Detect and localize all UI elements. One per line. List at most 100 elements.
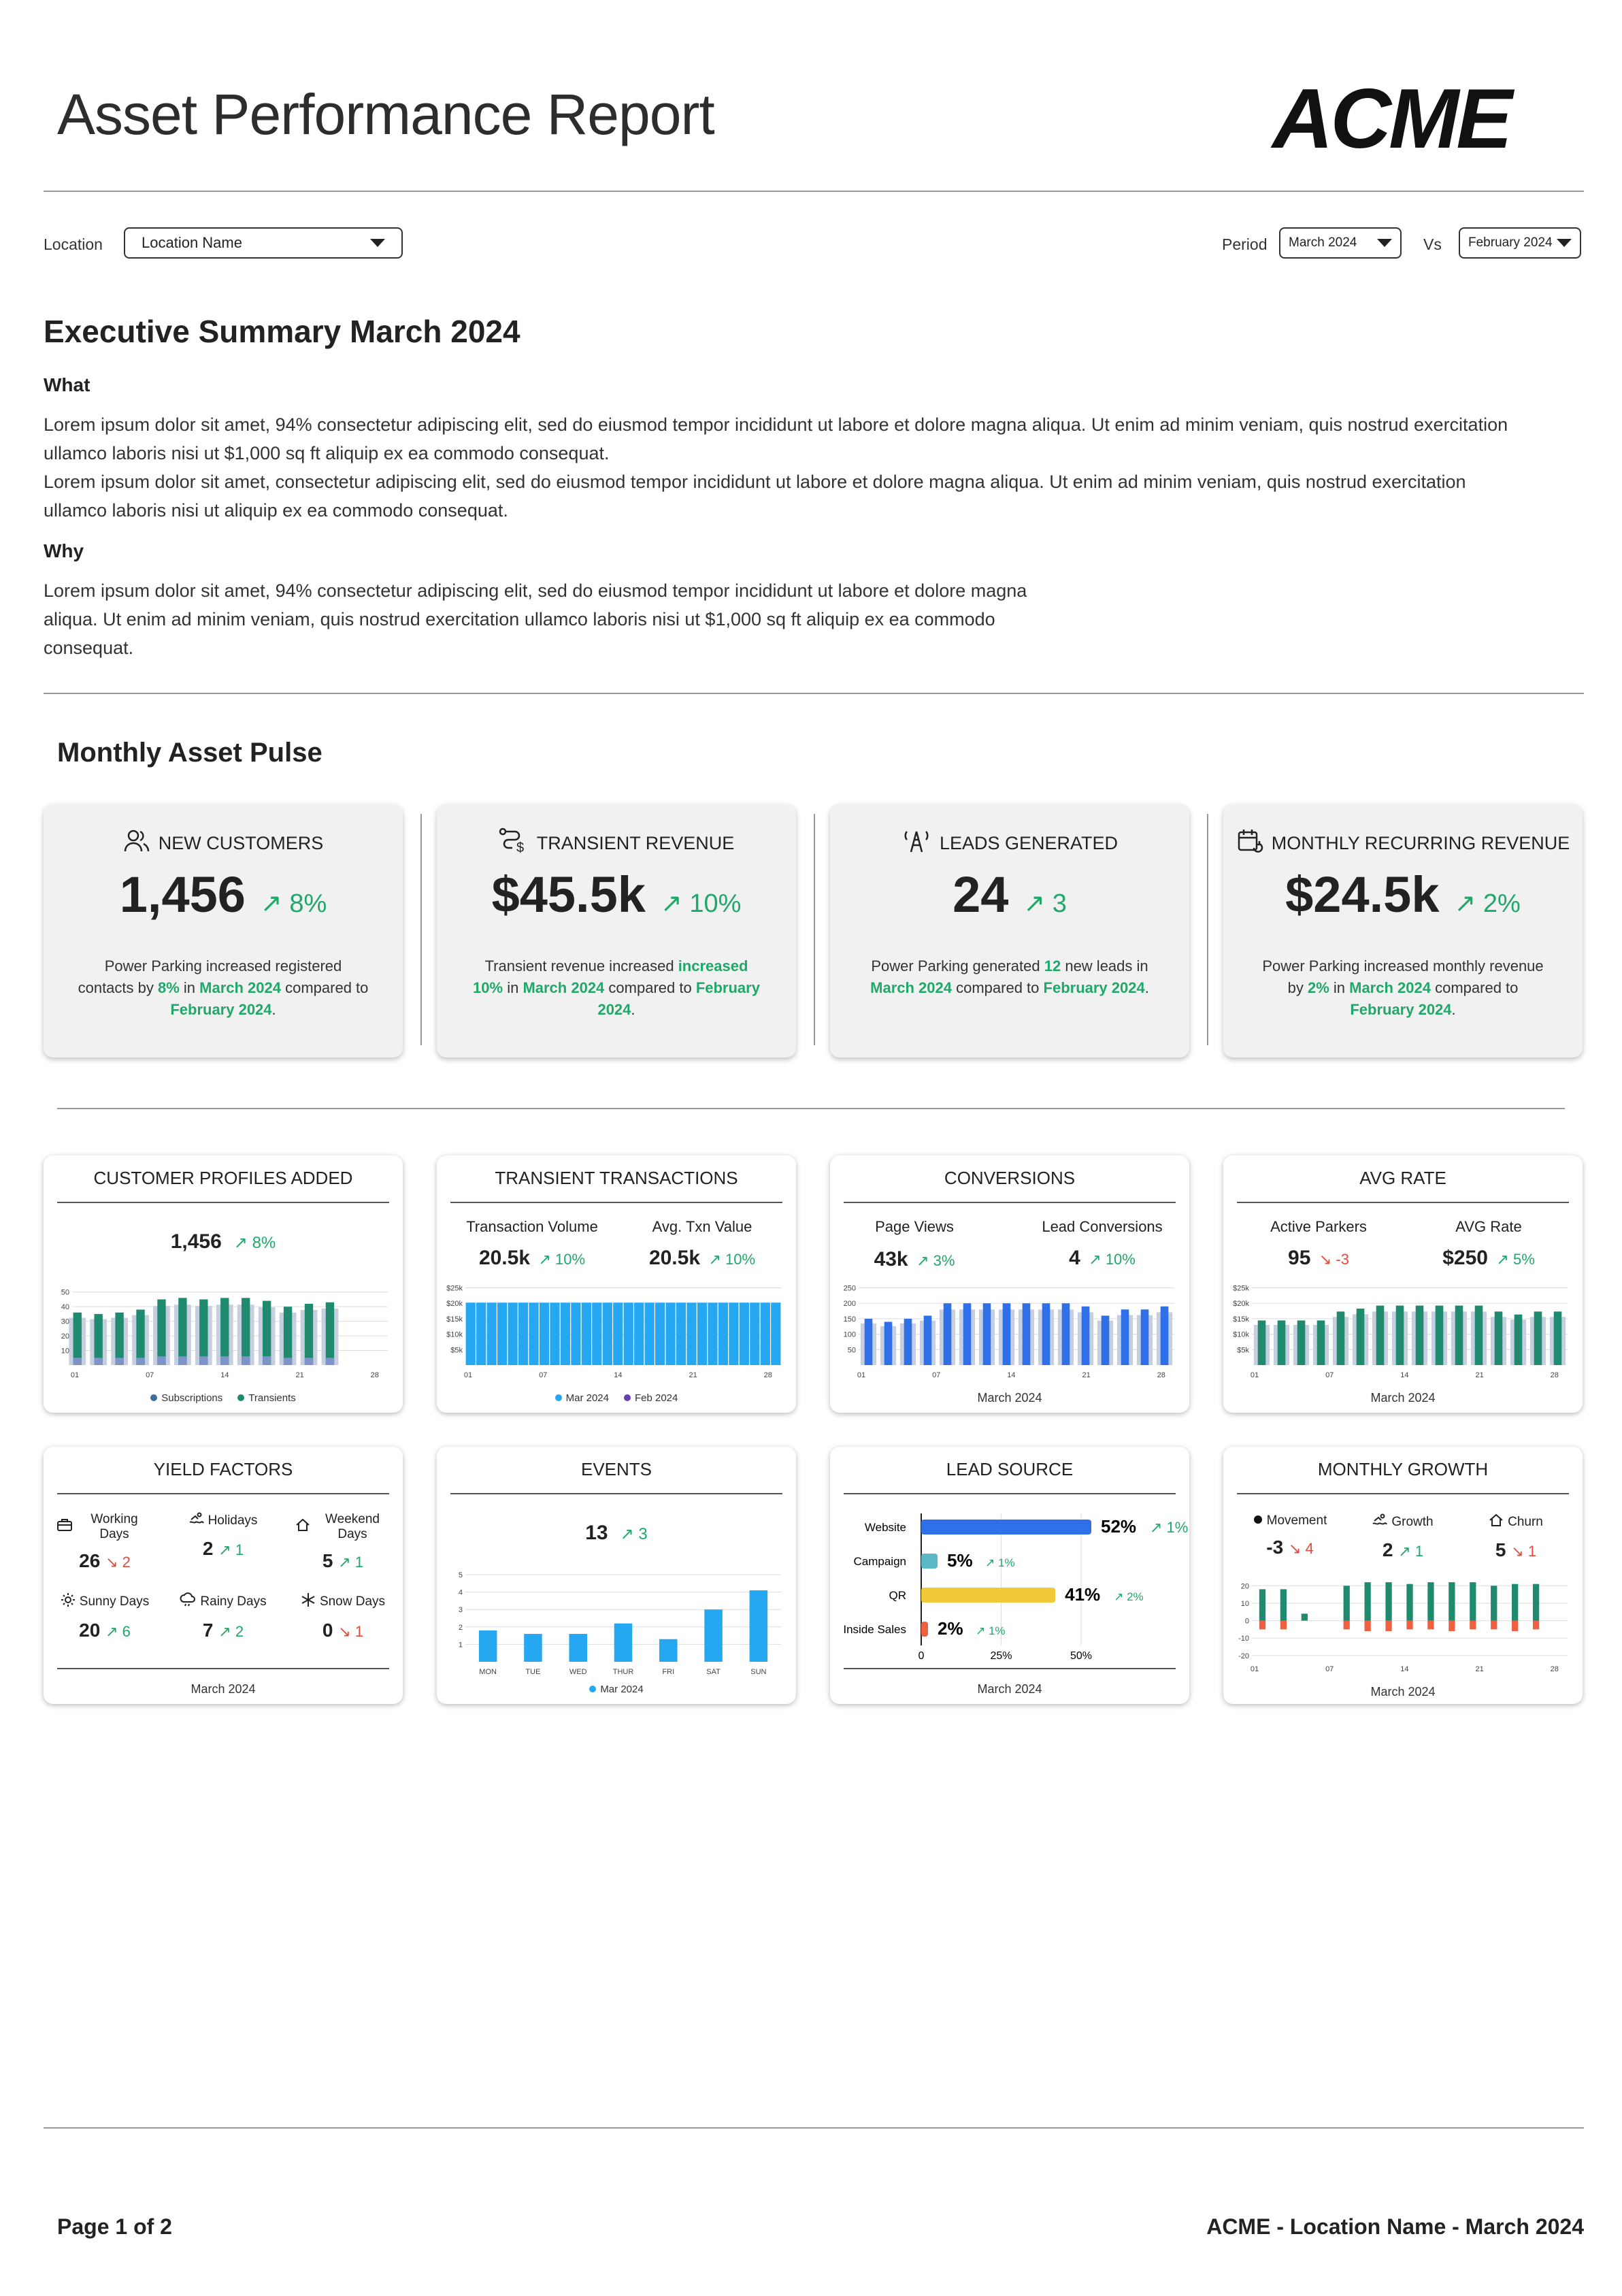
bar xyxy=(1356,1308,1365,1365)
bar xyxy=(1317,1320,1325,1365)
bar xyxy=(1301,1613,1308,1621)
bar xyxy=(178,1298,187,1365)
x-tick-label: 21 xyxy=(1475,1371,1483,1379)
arrow-up-icon: ↗ xyxy=(1089,1251,1106,1268)
bar xyxy=(644,1302,655,1365)
avg-rate-chart: $5k $10k $15k $20k $25k 01 07 14 21 28 xyxy=(1233,1285,1568,1379)
acme-logo: ACME xyxy=(1272,72,1512,166)
x-tick-label: 28 xyxy=(1551,1665,1559,1673)
bar xyxy=(1061,1303,1070,1365)
x-tick-label: 01 xyxy=(71,1371,79,1379)
x-tick-label: 01 xyxy=(1251,1371,1259,1379)
bar xyxy=(157,1356,166,1365)
bar xyxy=(1022,1303,1031,1365)
panel-title: MONTHLY GROWTH xyxy=(1317,1459,1489,1479)
kpi-description: Power Parking increased monthly revenue … xyxy=(1262,957,1544,1018)
bar xyxy=(686,1302,697,1365)
avg-txn-label: Avg. Txn Value xyxy=(652,1218,752,1235)
bar xyxy=(602,1302,612,1365)
panel-rule xyxy=(450,1202,782,1203)
svg-text:$: $ xyxy=(516,840,524,855)
txn-volume-value: 20.5k xyxy=(478,1247,531,1269)
summary-heading: Executive Summary March 2024 xyxy=(44,314,520,349)
arrow-up-icon: ↗ xyxy=(218,1541,235,1558)
x-tick-label: SAT xyxy=(706,1668,721,1676)
lead-source-bar xyxy=(921,1622,928,1637)
legend-swatch xyxy=(237,1394,245,1401)
kpi-card: $ TRANSIENT REVENUE $45.5k ↗ 10% Transient… xyxy=(437,804,796,1057)
y-tick-label: 0 xyxy=(1245,1618,1249,1626)
summary-divider xyxy=(44,693,1584,694)
lead-conversions-value: 4 xyxy=(1069,1247,1080,1269)
period-dropdown[interactable]: March 2024 xyxy=(1279,227,1402,259)
factor-value: 26 xyxy=(79,1550,101,1571)
factor-item: Working Days 26 ↘ 2 xyxy=(57,1512,152,1572)
bar xyxy=(94,1358,103,1365)
factor-item: Sunny Days 20 ↗ 6 xyxy=(57,1592,152,1641)
bar xyxy=(1406,1584,1413,1621)
customer-profiles-panel: CUSTOMER PROFILES ADDED 1,456 ↗ 8% 10 20 3… xyxy=(44,1155,403,1413)
factor-change: 4 xyxy=(1305,1540,1314,1557)
x-tick-label: 01 xyxy=(857,1371,865,1379)
panel-footer: March 2024 xyxy=(977,1682,1042,1696)
x-tick-label: 28 xyxy=(764,1371,772,1379)
house-icon xyxy=(295,1518,310,1536)
swimmer-icon xyxy=(1372,1513,1388,1531)
legend-mar: Mar 2024 xyxy=(600,1684,644,1695)
active-parkers-change: -3 xyxy=(1336,1251,1349,1268)
bar xyxy=(659,1639,678,1662)
active-parkers-label: Active Parkers xyxy=(1270,1218,1367,1235)
x-tick-label: 0 xyxy=(918,1650,925,1662)
bar xyxy=(923,1315,932,1365)
kpi-label: MONTHLY RECURRING REVENUE xyxy=(1271,833,1570,853)
factor-item: Growth 2 ↗ 1 xyxy=(1355,1513,1451,1561)
factor-item: Rainy Days 7 ↗ 2 xyxy=(176,1592,271,1641)
x-tick-label: 14 xyxy=(220,1371,229,1379)
x-tick-label: 25% xyxy=(990,1650,1012,1662)
y-tick-label: 20 xyxy=(1241,1582,1249,1590)
x-tick-label: THUR xyxy=(613,1668,634,1676)
kpi-change: 10% xyxy=(689,889,742,918)
kpi-card: NEW CUSTOMERS 1,456 ↗ 8% Power Parking in… xyxy=(44,804,403,1057)
factor-change: 1 xyxy=(354,1554,364,1571)
x-tick-label: 07 xyxy=(146,1371,154,1379)
y-tick-label: $20k xyxy=(1233,1300,1249,1308)
legend-mar: Mar 2024 xyxy=(565,1392,609,1404)
y-tick-label: 20 xyxy=(61,1332,69,1341)
events-chart: 1 2 3 4 5 MON TUE WED THUR FRI SAT SUN xyxy=(459,1571,781,1676)
bar xyxy=(1257,1320,1266,1365)
bar xyxy=(904,1318,912,1365)
bar xyxy=(1343,1586,1350,1621)
lead-source-value: 41% xyxy=(1065,1584,1100,1605)
period-label: Period xyxy=(1222,235,1268,253)
bar xyxy=(199,1356,208,1365)
bar xyxy=(1470,1582,1476,1621)
lead-conversions-change: 10% xyxy=(1105,1251,1136,1268)
bar xyxy=(613,1302,623,1365)
transient-chart: $5k $10k $15k $20k $25k 01 07 14 21 28 xyxy=(446,1285,781,1379)
arrow-up-icon: ↗ xyxy=(1496,1251,1513,1268)
legend-swatch xyxy=(555,1394,562,1401)
kpi-description: Power Parking increased registered conta… xyxy=(78,957,369,1018)
bar xyxy=(1435,1305,1444,1365)
factor-change: 2 xyxy=(122,1554,131,1571)
location-dropdown[interactable]: Location Name xyxy=(124,227,403,259)
growth-chart: -20 -10 0 10 20 01 07 14 21 28 xyxy=(1238,1582,1568,1673)
x-tick-label: 07 xyxy=(1325,1665,1334,1673)
bar xyxy=(136,1358,145,1365)
bar xyxy=(884,1322,893,1365)
y-tick-label: 100 xyxy=(844,1331,856,1339)
bar xyxy=(136,1309,145,1365)
compare-period-dropdown[interactable]: February 2024 xyxy=(1459,227,1581,259)
avg-rate-panel: AVG RATE Active Parkers AVG Rate 95 ↘ -3… xyxy=(1223,1155,1583,1413)
bar xyxy=(1376,1305,1385,1365)
what-paragraph-1: Lorem ipsum dolor sit amet, 94% consecte… xyxy=(44,414,1508,463)
x-tick-label: 14 xyxy=(1400,1371,1408,1379)
bar xyxy=(739,1302,749,1365)
bar xyxy=(655,1302,665,1365)
bar xyxy=(518,1302,529,1365)
arrow-up-icon: ↗ xyxy=(338,1554,355,1571)
bar xyxy=(283,1358,293,1365)
pulse-divider xyxy=(57,1108,1565,1109)
kpi-card: LEADS GENERATED 24 ↗ 3 Power Parking gene… xyxy=(830,804,1189,1057)
